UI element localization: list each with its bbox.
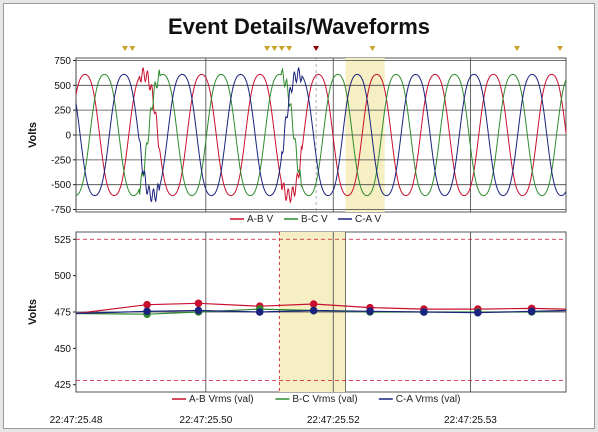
bottom-y-tick-label: 450 — [54, 344, 71, 355]
top-y-tick-label: 0 — [65, 131, 71, 142]
bottom-y-tick-label: 500 — [54, 271, 71, 282]
event-marker-icon — [264, 46, 271, 51]
top-y-tick-label: 250 — [54, 106, 71, 117]
rms-point-c-a — [255, 308, 264, 316]
rms-point-a-b — [143, 300, 151, 309]
legend-label: B-C V — [301, 214, 328, 225]
event-marker-active-icon — [313, 46, 320, 51]
bottom-y-tick-label: 525 — [54, 235, 71, 246]
legend-label: C-A V — [355, 214, 381, 225]
top-y-tick-label: -750 — [51, 205, 71, 216]
chart-title: Event Details/Waveforms — [167, 14, 431, 39]
legend-label: A-B V — [247, 214, 273, 225]
top-y-tick-label: 500 — [54, 81, 71, 92]
event-marker-icon — [369, 46, 376, 51]
rms-point-a-b — [194, 299, 203, 308]
event-marker-icon — [286, 46, 293, 51]
event-marker-icon — [122, 46, 128, 51]
rms-point-c-a — [474, 308, 482, 317]
rms-point-c-a — [194, 306, 203, 315]
rms-point-c-a — [309, 306, 318, 315]
top-y-tick-label: 750 — [54, 56, 71, 67]
rms-point-c-a — [143, 307, 151, 316]
waveform-line-b-c-v — [75, 67, 567, 197]
event-marker-icon — [129, 46, 136, 51]
x-tick-label: 22:47:25.52 — [307, 415, 360, 426]
rms-point-c-a — [527, 307, 536, 316]
legend-label: B-C Vrms (val) — [292, 394, 357, 405]
waveform-line-c-a-v — [75, 67, 567, 203]
waveform-line-a-b-v — [75, 67, 567, 204]
event-marker-icon — [278, 46, 285, 51]
bottom-y-tick-label: 425 — [54, 380, 71, 391]
rms-line-c-a — [75, 309, 567, 315]
event-marker-icon — [557, 46, 563, 51]
bottom-y-axis-label: Volts — [27, 299, 39, 325]
event-marker-icon — [514, 46, 520, 51]
rms-point-c-a — [366, 307, 374, 316]
legend-label: A-B Vrms (val) — [189, 394, 254, 405]
top-y-tick-label: -500 — [51, 180, 71, 191]
x-tick-label: 22:47:25.50 — [179, 415, 232, 426]
x-tick-label: 22:47:25.48 — [50, 415, 103, 426]
bottom-y-tick-label: 475 — [54, 308, 71, 319]
rms-line-a-b — [75, 302, 567, 315]
legend-label: C-A Vrms (val) — [396, 394, 461, 405]
x-tick-label: 22:47:25.53 — [444, 415, 497, 426]
event-marker-icon — [271, 46, 278, 51]
top-y-tick-label: -250 — [51, 155, 71, 166]
rms-point-a-b — [309, 300, 318, 308]
top-y-axis-label: Volts — [27, 122, 39, 148]
rms-point-c-a — [420, 308, 428, 316]
